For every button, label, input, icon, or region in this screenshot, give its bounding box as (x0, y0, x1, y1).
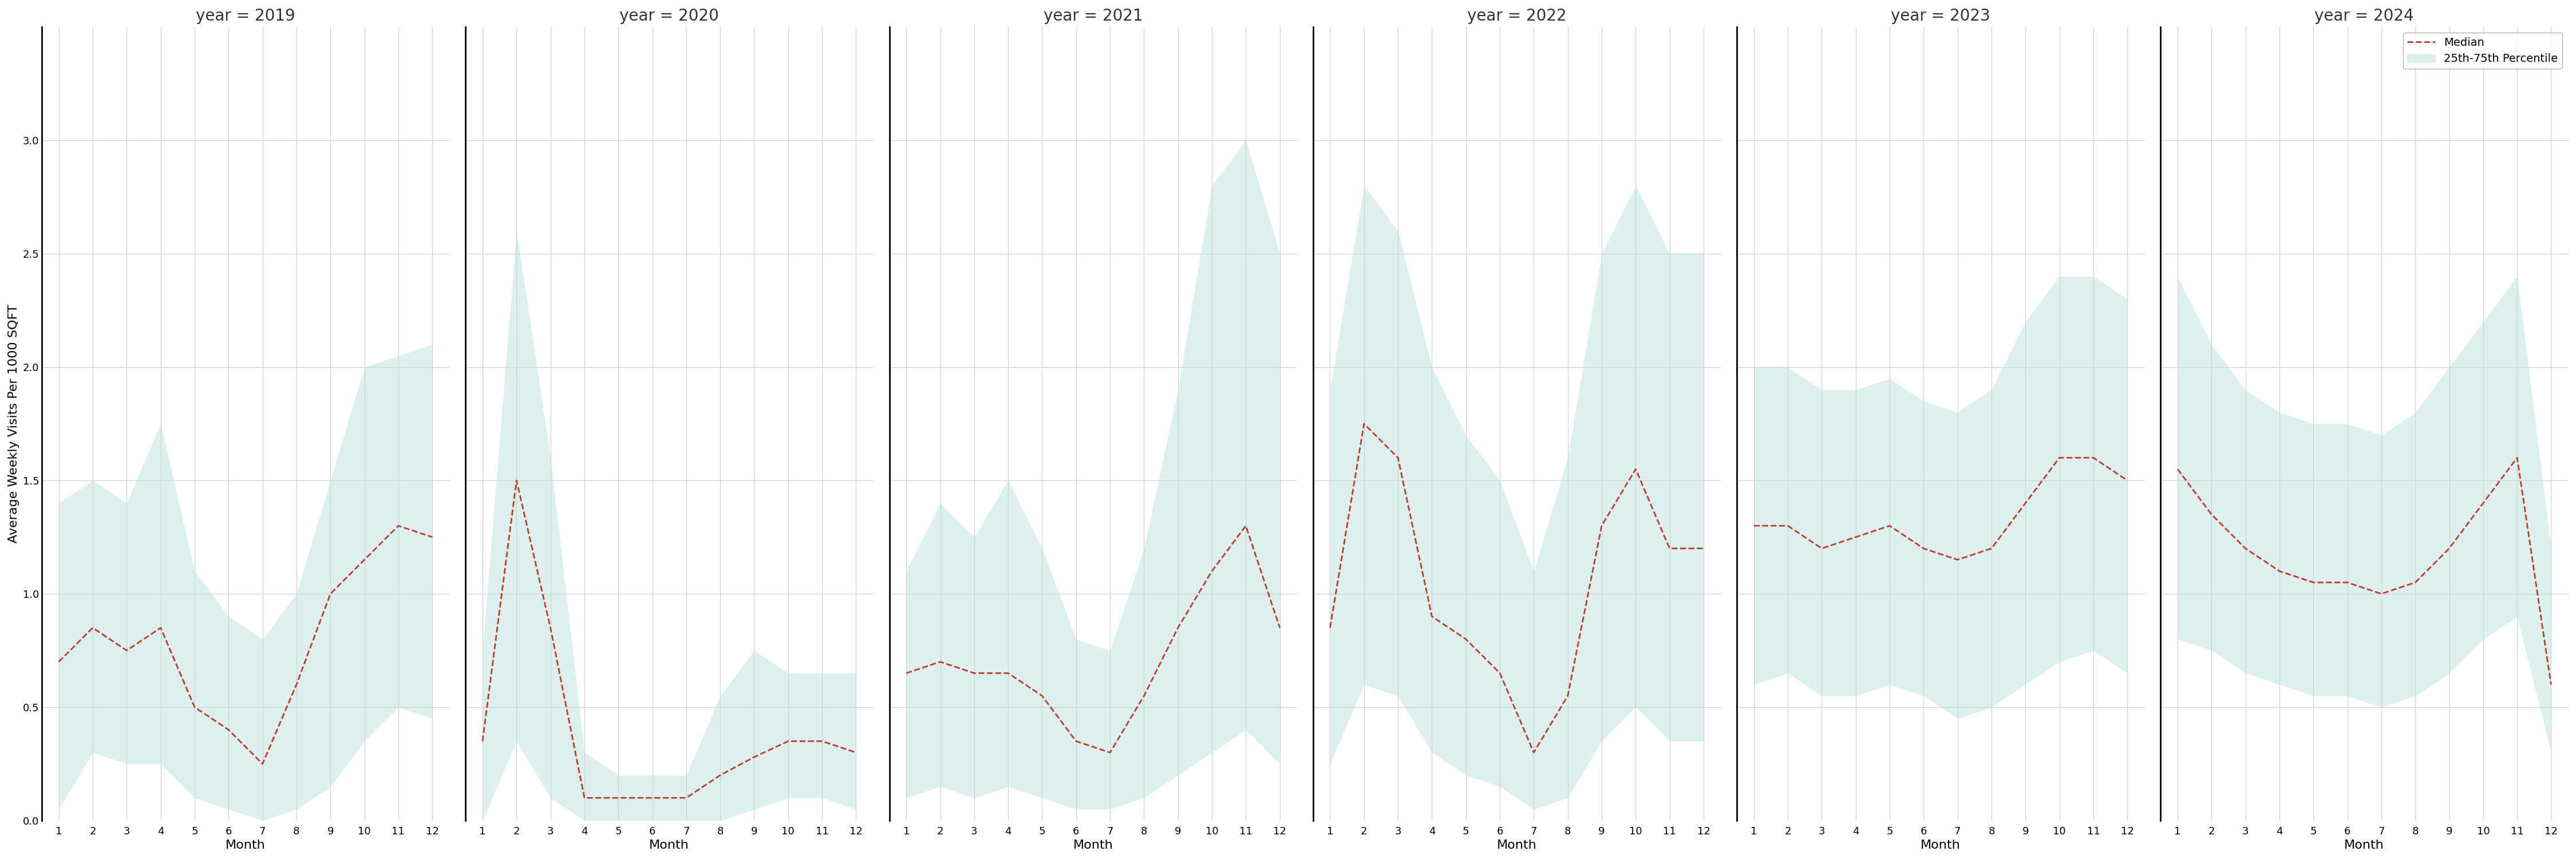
X-axis label: Month: Month (227, 839, 265, 851)
Title: year = 2024: year = 2024 (2316, 8, 2414, 24)
Y-axis label: Average Weekly Visits Per 1000 SQFT: Average Weekly Visits Per 1000 SQFT (8, 304, 21, 543)
X-axis label: Month: Month (649, 839, 690, 851)
Title: year = 2019: year = 2019 (196, 8, 296, 24)
X-axis label: Month: Month (1922, 839, 1960, 851)
Title: year = 2021: year = 2021 (1043, 8, 1144, 24)
Title: year = 2022: year = 2022 (1468, 8, 1566, 24)
X-axis label: Month: Month (1497, 839, 1538, 851)
Title: year = 2023: year = 2023 (1891, 8, 1991, 24)
Legend: Median, 25th-75th Percentile: Median, 25th-75th Percentile (2403, 33, 2563, 69)
Title: year = 2020: year = 2020 (621, 8, 719, 24)
X-axis label: Month: Month (2344, 839, 2385, 851)
X-axis label: Month: Month (1074, 839, 1113, 851)
